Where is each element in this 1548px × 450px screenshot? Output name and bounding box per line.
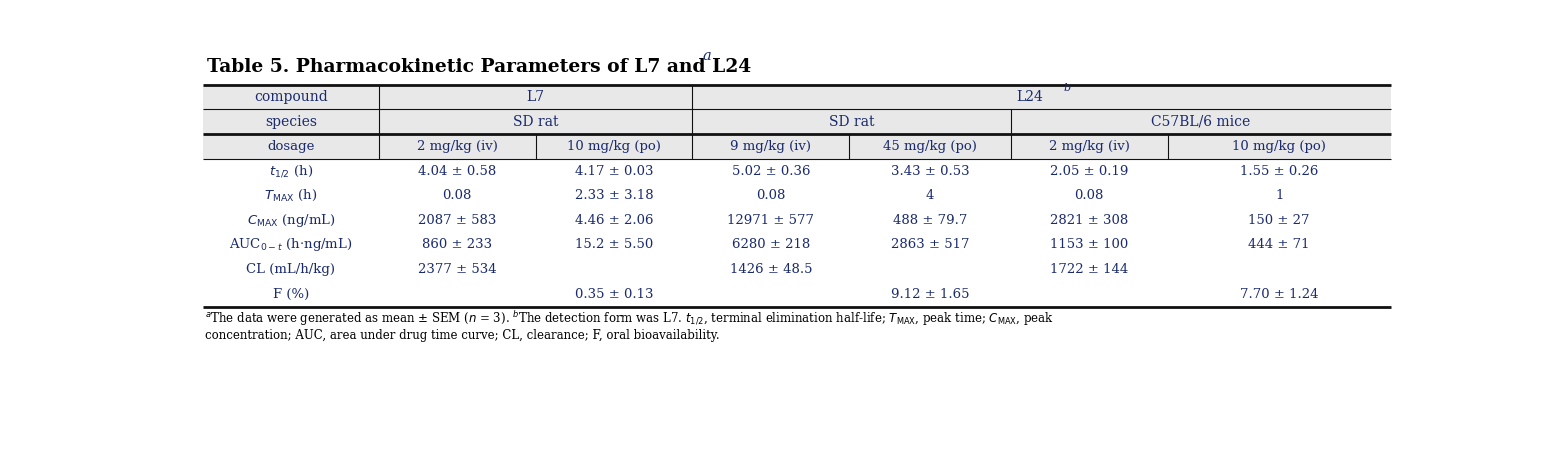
Text: a: a — [703, 49, 711, 63]
Text: 2377 ± 534: 2377 ± 534 — [418, 263, 497, 276]
Text: 2 mg/kg (iv): 2 mg/kg (iv) — [1048, 140, 1130, 153]
Text: 2.33 ± 3.18: 2.33 ± 3.18 — [574, 189, 653, 202]
Text: 5.02 ± 0.36: 5.02 ± 0.36 — [732, 165, 810, 178]
Text: 3.43 ± 0.53: 3.43 ± 0.53 — [890, 165, 969, 178]
Text: 1426 ± 48.5: 1426 ± 48.5 — [729, 263, 813, 276]
Bar — [203, 85, 1390, 134]
Text: 4.04 ± 0.58: 4.04 ± 0.58 — [418, 165, 497, 178]
Text: compound: compound — [254, 90, 328, 104]
Text: 45 mg/kg (po): 45 mg/kg (po) — [882, 140, 977, 153]
Text: 150 ± 27: 150 ± 27 — [1248, 214, 1310, 227]
Text: CL (mL/h/kg): CL (mL/h/kg) — [246, 263, 336, 276]
Text: 860 ± 233: 860 ± 233 — [423, 238, 492, 252]
Text: 1722 ± 144: 1722 ± 144 — [1050, 263, 1128, 276]
Text: 0.08: 0.08 — [1074, 189, 1104, 202]
Text: 4: 4 — [926, 189, 933, 202]
Text: 4.17 ± 0.03: 4.17 ± 0.03 — [574, 165, 653, 178]
Bar — [203, 134, 1390, 159]
Text: 10 mg/kg (po): 10 mg/kg (po) — [567, 140, 661, 153]
Text: b: b — [1063, 83, 1070, 93]
Text: 444 ± 71: 444 ± 71 — [1248, 238, 1310, 252]
Text: 2863 ± 517: 2863 ± 517 — [890, 238, 969, 252]
Text: 9.12 ± 1.65: 9.12 ± 1.65 — [890, 288, 969, 301]
Text: 1: 1 — [1276, 189, 1283, 202]
Text: 6280 ± 218: 6280 ± 218 — [732, 238, 810, 252]
Text: 1153 ± 100: 1153 ± 100 — [1050, 238, 1128, 252]
Text: SD rat: SD rat — [512, 115, 559, 129]
Text: 4.46 ± 2.06: 4.46 ± 2.06 — [574, 214, 653, 227]
Text: 2.05 ± 0.19: 2.05 ± 0.19 — [1050, 165, 1128, 178]
Text: concentration; AUC, area under drug time curve; CL, clearance; F, oral bioavaila: concentration; AUC, area under drug time… — [206, 329, 720, 342]
Text: L7: L7 — [526, 90, 545, 104]
Text: $t_{1/2}$ (h): $t_{1/2}$ (h) — [269, 163, 313, 179]
Text: L24: L24 — [1015, 90, 1043, 104]
Text: $C_{\rm MAX}$ (ng/mL): $C_{\rm MAX}$ (ng/mL) — [246, 212, 336, 229]
Text: 0.35 ± 0.13: 0.35 ± 0.13 — [574, 288, 653, 301]
Text: 1.55 ± 0.26: 1.55 ± 0.26 — [1240, 165, 1319, 178]
Text: 488 ± 79.7: 488 ± 79.7 — [893, 214, 968, 227]
Text: 7.70 ± 1.24: 7.70 ± 1.24 — [1240, 288, 1319, 301]
Text: dosage: dosage — [268, 140, 314, 153]
Text: 2821 ± 308: 2821 ± 308 — [1050, 214, 1128, 227]
Text: 15.2 ± 5.50: 15.2 ± 5.50 — [574, 238, 653, 252]
Text: C57BL/6 mice: C57BL/6 mice — [1152, 115, 1251, 129]
Text: $^a$The data were generated as mean $\pm$ SEM ($n$ = 3). $^b$The detection form : $^a$The data were generated as mean $\pm… — [206, 310, 1054, 328]
Text: $T_{\rm MAX}$ (h): $T_{\rm MAX}$ (h) — [265, 188, 317, 203]
Text: 9 mg/kg (iv): 9 mg/kg (iv) — [731, 140, 811, 153]
Text: Table 5. Pharmacokinetic Parameters of L7 and L24: Table 5. Pharmacokinetic Parameters of L… — [207, 58, 751, 76]
Text: 2 mg/kg (iv): 2 mg/kg (iv) — [416, 140, 498, 153]
Text: F (%): F (%) — [272, 288, 310, 301]
Text: species: species — [265, 115, 317, 129]
Text: AUC$_{0-t}$ (h$\cdot$ng/mL): AUC$_{0-t}$ (h$\cdot$ng/mL) — [229, 236, 353, 253]
Text: SD rat: SD rat — [828, 115, 875, 129]
Text: 10 mg/kg (po): 10 mg/kg (po) — [1232, 140, 1327, 153]
Text: 2087 ± 583: 2087 ± 583 — [418, 214, 497, 227]
Text: 0.08: 0.08 — [755, 189, 785, 202]
Text: 0.08: 0.08 — [443, 189, 472, 202]
Text: 12971 ± 577: 12971 ± 577 — [728, 214, 814, 227]
